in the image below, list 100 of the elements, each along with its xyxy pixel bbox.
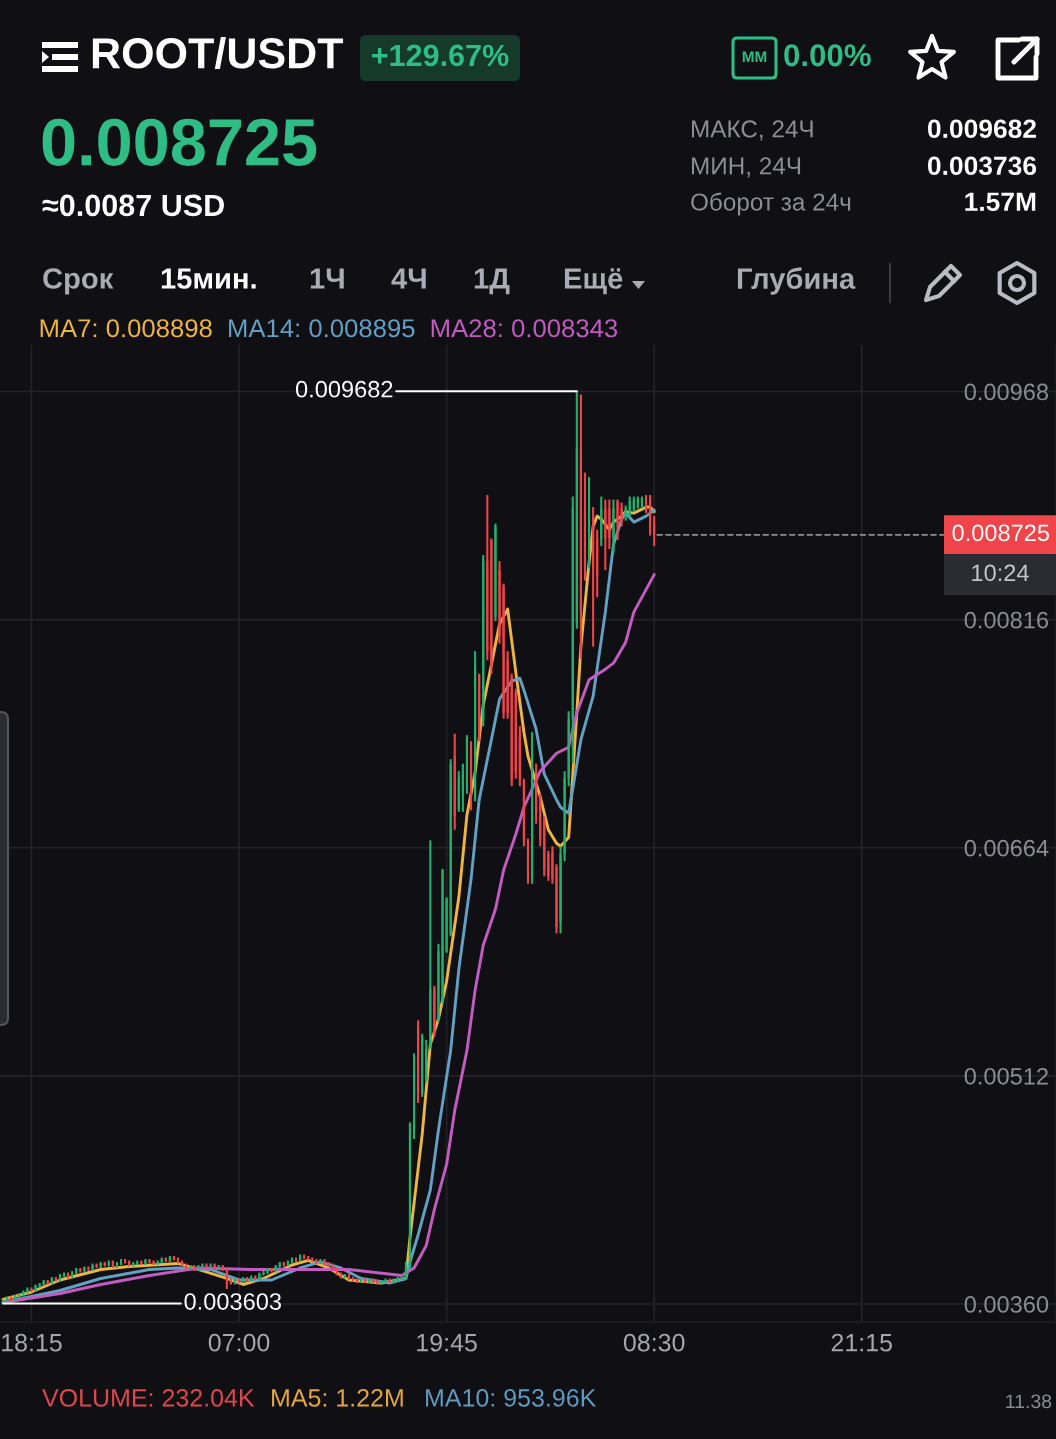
candlestick bbox=[510, 672, 513, 788]
x-tick-label: 07:00 bbox=[208, 1333, 270, 1352]
candlestick bbox=[79, 1266, 82, 1274]
candlestick bbox=[38, 1281, 41, 1289]
x-tick-label: 19:45 bbox=[417, 1333, 477, 1352]
candlestick bbox=[181, 1259, 184, 1268]
text: 0.00% bbox=[784, 44, 871, 67]
candlestick bbox=[461, 762, 464, 813]
text: 0.009682 bbox=[927, 119, 1036, 139]
text: 1Ч bbox=[310, 268, 344, 289]
candlestick bbox=[351, 1275, 355, 1283]
candlestick bbox=[282, 1260, 285, 1268]
y-tick-label: 0.00360 bbox=[964, 1296, 1049, 1313]
text: 0.003736 bbox=[927, 156, 1037, 176]
candlestick bbox=[465, 734, 469, 795]
candlestick bbox=[217, 1263, 220, 1271]
candlestick bbox=[551, 845, 554, 885]
candlestick bbox=[87, 1265, 90, 1273]
text: 0.008725 bbox=[42, 118, 317, 166]
candlestick bbox=[54, 1275, 57, 1283]
candlestick bbox=[22, 1289, 25, 1298]
candlestick bbox=[596, 528, 599, 599]
candlestick bbox=[457, 770, 460, 813]
candlestick bbox=[132, 1260, 135, 1268]
candlestick bbox=[514, 687, 517, 780]
candlestick bbox=[71, 1269, 74, 1280]
candlestick bbox=[449, 758, 452, 938]
candlestick bbox=[197, 1263, 200, 1273]
text: +129.67% bbox=[372, 44, 509, 67]
candlestick bbox=[6, 1295, 9, 1304]
candlestick bbox=[339, 1271, 342, 1280]
candlestick bbox=[42, 1278, 45, 1288]
candlestick bbox=[567, 710, 570, 788]
text: 11.38 bbox=[1006, 1394, 1052, 1409]
candlestick bbox=[543, 815, 546, 878]
candlestick bbox=[539, 792, 542, 848]
candlestick bbox=[604, 498, 607, 572]
candlestick bbox=[616, 498, 619, 542]
chart-title: ROOT/USDT bbox=[92, 36, 344, 69]
candlestick bbox=[319, 1257, 322, 1265]
candlestick bbox=[148, 1257, 151, 1265]
candlestick bbox=[445, 896, 448, 954]
x-tick-label: 18:15 bbox=[2, 1333, 62, 1352]
candlestick bbox=[518, 725, 521, 788]
text: 1Д bbox=[474, 268, 510, 295]
candlestick bbox=[478, 672, 481, 743]
candlestick bbox=[91, 1262, 94, 1273]
candlestick bbox=[636, 495, 639, 510]
candlestick bbox=[453, 732, 456, 831]
candlestick bbox=[250, 1274, 253, 1283]
ref-line-label: 0.008725 bbox=[952, 524, 1050, 542]
candlestick bbox=[176, 1256, 180, 1265]
candlestick bbox=[144, 1257, 147, 1267]
candlestick bbox=[412, 1052, 416, 1140]
text: MM bbox=[742, 51, 767, 62]
candlestick bbox=[34, 1283, 37, 1294]
candlestick bbox=[425, 1038, 428, 1083]
candlestick bbox=[189, 1263, 192, 1271]
candlestick bbox=[649, 494, 652, 537]
candlestick bbox=[417, 1019, 420, 1104]
text: MA14: 0.008895 bbox=[229, 319, 415, 338]
candlestick bbox=[246, 1275, 249, 1283]
candlestick bbox=[559, 845, 562, 935]
annotation: 10:24 bbox=[972, 564, 1029, 582]
candlestick bbox=[429, 839, 432, 1050]
candlestick bbox=[404, 1260, 407, 1282]
candlestick bbox=[490, 537, 493, 675]
candlestick bbox=[587, 476, 591, 570]
candlestick bbox=[115, 1260, 118, 1270]
candlestick bbox=[535, 762, 538, 825]
candlestick bbox=[67, 1271, 70, 1280]
candlestick bbox=[579, 393, 582, 660]
candlestick bbox=[563, 770, 566, 863]
candlestick bbox=[620, 501, 623, 528]
candlestick bbox=[640, 495, 644, 510]
text: Ещё bbox=[564, 268, 623, 295]
candlestick bbox=[380, 1278, 383, 1286]
candlestick bbox=[128, 1259, 131, 1268]
candlestick bbox=[343, 1272, 346, 1280]
candlestick bbox=[229, 1277, 232, 1286]
candlestick bbox=[547, 849, 550, 882]
candlestick bbox=[526, 837, 530, 885]
candlestick bbox=[205, 1262, 208, 1270]
candlestick bbox=[213, 1262, 216, 1271]
candlestick bbox=[160, 1256, 163, 1265]
candlestick bbox=[347, 1272, 350, 1282]
text: 1.57M bbox=[965, 192, 1036, 212]
text: MA5: 1.22M bbox=[272, 1389, 403, 1407]
candlestick bbox=[474, 650, 477, 803]
candlestick bbox=[103, 1260, 106, 1268]
candlestick bbox=[99, 1260, 102, 1270]
candlestick bbox=[335, 1266, 338, 1277]
candlestick bbox=[46, 1278, 49, 1286]
candlestick bbox=[119, 1257, 123, 1267]
candlestick bbox=[469, 740, 473, 812]
candlestick bbox=[58, 1272, 62, 1283]
candlestick bbox=[270, 1266, 273, 1274]
candlestick bbox=[612, 498, 615, 555]
candlestick bbox=[315, 1257, 318, 1265]
candlestick bbox=[172, 1254, 175, 1262]
